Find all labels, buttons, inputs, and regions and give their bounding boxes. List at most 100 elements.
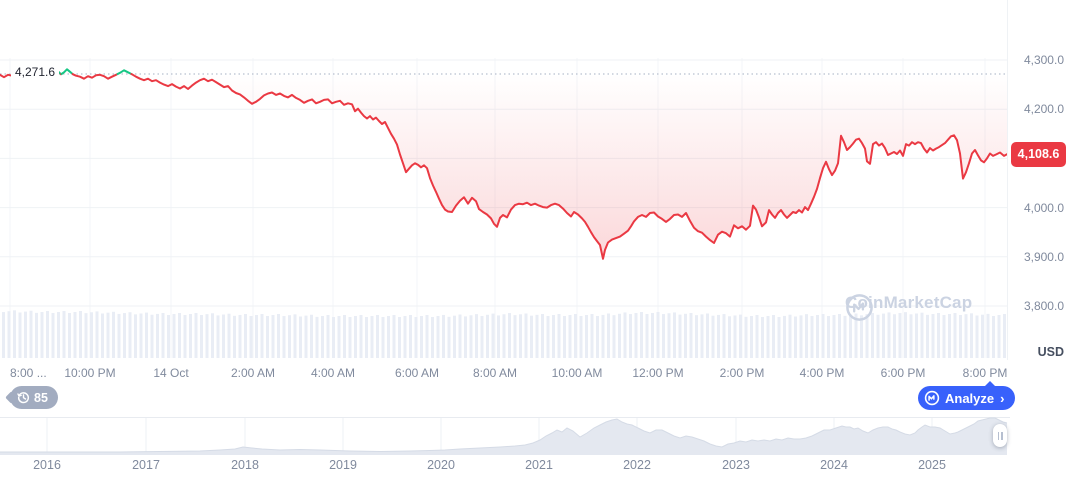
volume-bar bbox=[629, 314, 632, 358]
volume-bar bbox=[266, 316, 269, 358]
volume-bar bbox=[244, 314, 247, 358]
volume-bar bbox=[233, 315, 236, 358]
volume-bar bbox=[799, 315, 803, 358]
volume-bar bbox=[79, 311, 82, 358]
volume-bar bbox=[293, 314, 297, 358]
timeline-area bbox=[0, 418, 1007, 455]
volume-bar bbox=[904, 312, 907, 358]
volume-bar bbox=[365, 317, 368, 358]
y-tick-label: 4,300.0 bbox=[1023, 53, 1064, 67]
volume-bar bbox=[893, 314, 896, 358]
volume-bar bbox=[777, 317, 781, 358]
x-tick-label: 10:00 AM bbox=[551, 366, 603, 380]
volume-bar bbox=[464, 316, 467, 358]
x-tick-label: 8:00 ... bbox=[10, 366, 47, 380]
timeline-year-label: 2019 bbox=[329, 458, 357, 472]
volume-bar bbox=[612, 315, 616, 358]
volume-bar bbox=[442, 314, 445, 358]
volume-bar bbox=[189, 314, 192, 358]
volume-bar bbox=[964, 314, 968, 358]
volume-bar bbox=[931, 314, 935, 358]
volume-bar bbox=[717, 314, 720, 358]
volume-bar bbox=[497, 315, 500, 358]
x-tick-label: 2:00 PM bbox=[719, 366, 765, 380]
timeline-years: 2016 2017 2018 2019 2020 2021 2022 2023 2024 2025 bbox=[0, 458, 1010, 474]
volume-bar bbox=[255, 315, 258, 358]
volume-bar bbox=[409, 315, 412, 358]
volume-bar bbox=[7, 311, 11, 358]
volume-bar bbox=[766, 316, 770, 358]
volume-bar bbox=[282, 316, 286, 358]
volume-bar bbox=[854, 313, 858, 358]
volume-bar bbox=[678, 314, 682, 358]
volume-bar bbox=[623, 312, 627, 358]
volume-bar bbox=[491, 313, 495, 358]
x-tick-label: 6:00 PM bbox=[880, 366, 926, 380]
volume-bar bbox=[739, 314, 742, 358]
volume-bar bbox=[788, 314, 792, 358]
volume-bar bbox=[563, 316, 566, 358]
timeline-year-label: 2022 bbox=[623, 458, 651, 472]
volume-bar bbox=[128, 312, 132, 358]
volume-bar bbox=[359, 315, 363, 358]
volume-bar bbox=[843, 315, 847, 358]
volume-bar bbox=[926, 314, 929, 358]
volume-bar bbox=[222, 314, 225, 358]
volume-bar bbox=[755, 315, 759, 358]
volume-bar bbox=[381, 317, 385, 358]
volume-bar bbox=[431, 317, 434, 358]
volume-bar bbox=[156, 313, 159, 358]
volume-bar bbox=[915, 313, 918, 358]
timeline-scrubber[interactable] bbox=[0, 417, 1010, 457]
history-badge[interactable]: 85 bbox=[10, 386, 58, 409]
volume-bar bbox=[909, 314, 913, 358]
previous-close-label: 4,271.6 bbox=[11, 64, 60, 80]
volume-bar bbox=[194, 313, 198, 358]
volume-bar bbox=[838, 314, 841, 358]
volume-bar bbox=[51, 313, 55, 358]
volume-bar bbox=[860, 315, 863, 358]
volume-bar bbox=[920, 312, 924, 358]
volume-bar bbox=[299, 316, 302, 358]
price-line-chart[interactable] bbox=[0, 0, 1007, 360]
volume-bar bbox=[618, 313, 621, 358]
volume-bar bbox=[68, 313, 71, 358]
volume-bar bbox=[436, 316, 440, 358]
volume-bar bbox=[959, 315, 962, 358]
timeline-minichart[interactable] bbox=[0, 417, 1010, 457]
volume-bar bbox=[420, 316, 423, 358]
x-tick-label: 4:00 PM bbox=[799, 366, 845, 380]
price-line-down-segment bbox=[71, 73, 119, 80]
volume-bar bbox=[871, 312, 874, 358]
volume-bar bbox=[772, 315, 775, 358]
scrubber-handle[interactable] bbox=[993, 424, 1007, 447]
watermark-text: CoinMarketCap bbox=[845, 293, 973, 312]
volume-bar bbox=[134, 314, 137, 358]
volume-bar bbox=[673, 312, 676, 358]
volume-bar bbox=[981, 314, 984, 358]
analyze-button[interactable]: Analyze › bbox=[918, 381, 1016, 410]
x-tick-label: 12:00 PM bbox=[632, 366, 684, 380]
volume-bar bbox=[150, 314, 154, 358]
main-chart-plot[interactable]: 4,271.6 CoinMarketCap bbox=[0, 0, 1007, 360]
volume-bar bbox=[733, 315, 737, 358]
volume-bar bbox=[205, 314, 209, 358]
volume-bar bbox=[475, 314, 478, 358]
volume-bar bbox=[975, 315, 979, 358]
volume-bar bbox=[348, 317, 352, 358]
volume-bar bbox=[700, 314, 704, 358]
price-line-up-segment bbox=[116, 69, 133, 75]
volume-bar bbox=[238, 314, 242, 358]
volume-bar bbox=[667, 313, 671, 358]
price-line-down-segment bbox=[130, 73, 1007, 260]
volume-bar bbox=[898, 313, 902, 358]
volume-bar bbox=[887, 312, 891, 358]
volume-bar bbox=[992, 316, 995, 358]
volume-bar bbox=[18, 312, 22, 358]
volume-bar bbox=[519, 314, 522, 358]
volume-bar bbox=[117, 313, 121, 358]
timeline-year-label: 2023 bbox=[722, 458, 750, 472]
volume-bar bbox=[73, 312, 77, 358]
volume-bar bbox=[876, 314, 880, 358]
